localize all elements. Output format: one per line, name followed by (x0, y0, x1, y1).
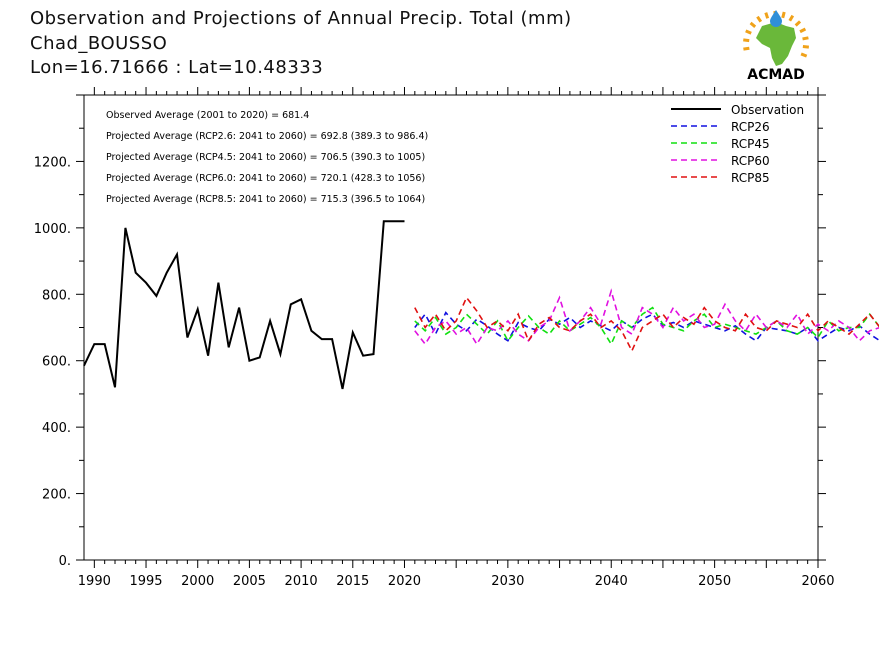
logo-ray (764, 12, 770, 19)
x-tick-label: 2015 (336, 574, 369, 589)
x-tick-label: 2050 (698, 574, 731, 589)
legend-label: RCP85 (731, 171, 770, 185)
logo-ray (794, 20, 802, 27)
series-line-rcp85 (414, 296, 879, 353)
x-tick-label: 2020 (388, 574, 421, 589)
logo-ray (788, 14, 795, 22)
legend-label: Observation (731, 103, 804, 117)
logo-africa-shape (756, 22, 796, 66)
y-tick-label: 1000. (34, 222, 71, 237)
y-tick-label: 400. (42, 421, 71, 436)
logo-ray (745, 29, 752, 35)
logo-text: ACMAD (747, 67, 805, 83)
logo-ray (799, 27, 807, 34)
x-tick-label: 1995 (129, 574, 162, 589)
y-tick-label: 600. (42, 355, 71, 370)
stat-annotation: Projected Average (RCP2.6: 2041 to 2060)… (106, 131, 428, 142)
y-tick-label: 800. (42, 288, 71, 303)
x-tick-label: 2030 (491, 574, 524, 589)
stat-annotation: Projected Average (RCP6.0: 2041 to 2060)… (106, 173, 425, 184)
legend-label: RCP26 (731, 120, 770, 134)
x-tick-label: 1990 (78, 574, 111, 589)
station-coordinates: Lon=16.71666 : Lat=10.48333 (30, 57, 324, 78)
y-tick-label: 1200. (34, 155, 71, 170)
series-line-rcp45 (414, 306, 879, 346)
stat-annotation: Projected Average (RCP8.5: 2041 to 2060)… (106, 194, 425, 205)
stat-annotation: Projected Average (RCP4.5: 2041 to 2060)… (106, 152, 425, 163)
logo-ray (743, 38, 750, 43)
logo-ray (749, 21, 757, 28)
x-tick-label: 2000 (181, 574, 214, 589)
acmad-logo: ACMAD (743, 10, 809, 83)
stat-annotation: Observed Average (2001 to 2020) = 681.4 (106, 110, 309, 121)
series-line-observation (83, 220, 405, 390)
chart-title: Observation and Projections of Annual Pr… (30, 8, 572, 29)
plot-frame (83, 94, 819, 561)
logo-ray (802, 45, 809, 49)
x-tick-label: 2040 (595, 574, 628, 589)
x-tick-label: 2005 (233, 574, 266, 589)
logo-ray (802, 36, 809, 41)
series-line-rcp60 (414, 288, 879, 346)
logo-ray (743, 46, 750, 51)
x-tick-label: 2010 (285, 574, 318, 589)
series-line-rcp26 (414, 311, 879, 342)
logo-ray (781, 11, 786, 19)
logo-ray (800, 52, 808, 58)
x-tick-label: 2060 (801, 574, 834, 589)
y-tick-label: 200. (42, 488, 71, 503)
legend-label: RCP60 (731, 154, 770, 168)
station-name: Chad_BOUSSO (30, 33, 168, 54)
y-tick-label: 0. (59, 554, 71, 569)
legend-label: RCP45 (731, 137, 770, 151)
logo-water-drop-icon (770, 10, 782, 27)
logo-ray (756, 15, 763, 23)
